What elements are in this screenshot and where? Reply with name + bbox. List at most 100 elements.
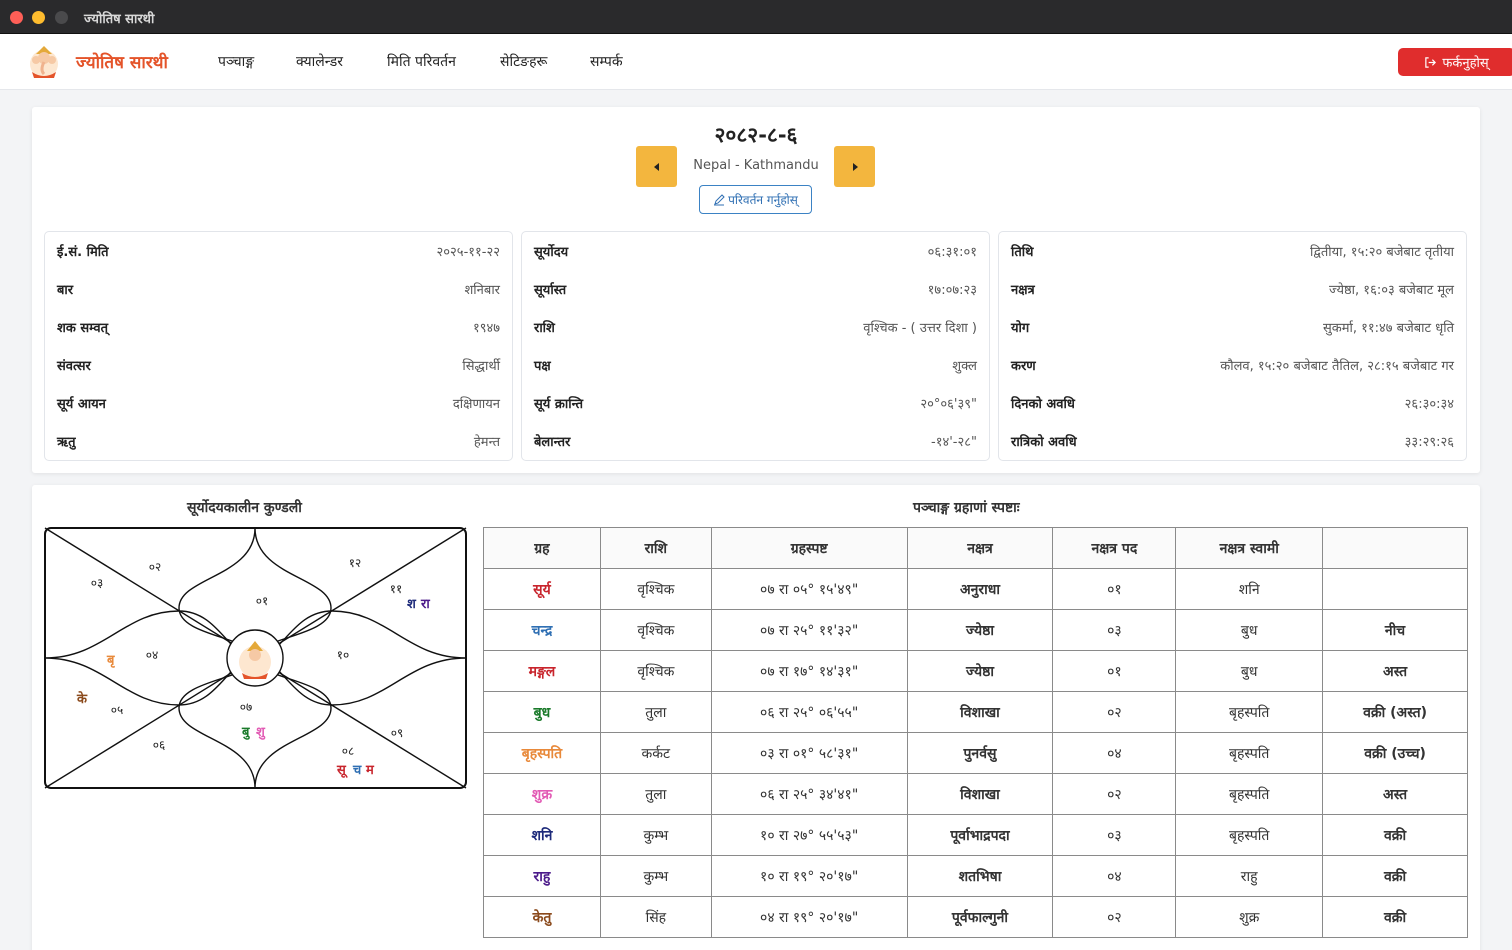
swami-cell: बुध [1175,609,1324,651]
nav-link-date-conversion[interactable]: मिति परिवर्तन [387,54,456,70]
table-row: राहु कुम्भ १० रा १९° २०'१७" शतभिषा ०४ राहु वक्… [483,855,1468,897]
info-row: योग सुकर्मा, ११:४७ बजेबाट धृति [1011,318,1454,338]
nakshatra-cell: ज्येष्ठा [906,609,1054,651]
planet-rahu: रा [420,597,430,612]
next-day-button[interactable] [834,146,875,187]
house-number: ०१ [256,594,268,608]
planet-venus: शु [256,725,266,740]
logout-icon [1425,56,1437,68]
ganesh-logo-icon[interactable] [24,42,64,82]
graha-name: चन्द्र [483,609,601,651]
info-row: पक्ष शुक्ल [534,356,977,376]
house-number: ११ [390,582,402,596]
house-number: ०७ [240,700,252,714]
ganesh-center-icon [239,641,271,679]
info-label: नक्षत्र [1011,283,1035,298]
spasht-cell: ०७ रा २५° ११'३२" [710,609,908,651]
info-label: ऋतु [57,435,76,450]
house-number: १२ [349,556,361,570]
column-header: ग्रह [483,527,601,569]
status-cell [1322,568,1468,610]
info-label: बेलान्तर [534,435,571,450]
navbar: ज्योतिष सारथी पञ्चाङ्ग क्यालेन्डर मिति प… [0,34,1512,90]
status-cell: वक्री (उच्च) [1322,732,1468,774]
table-row: शनि कुम्भ १० रा २७° ५५'५३" पूर्वाभाद्रपदा ०३… [483,814,1468,856]
column-header: राशि [599,527,712,569]
rashi-cell: तुला [599,691,712,733]
panchang-summary-card: २०८२-८-६ Nepal - Kathmandu परिवर्तन गर्न… [32,107,1480,473]
info-value: -१४'-२८" [931,435,977,450]
info-label: शक सम्वत् [57,321,109,336]
location-label: Nepal - Kathmandu [693,158,819,173]
info-label: राशि [534,321,555,336]
pad-cell: ०३ [1052,609,1177,651]
info-row: राशि वृश्चिक - ( उत्तर दिशा ) [534,318,977,338]
info-box-tithi: तिथि द्वितीया, १५:२० बजेबाट तृतीया नक्षत्… [998,231,1467,461]
pad-cell: ०२ [1052,691,1177,733]
info-row: शक सम्वत् १९४७ [57,318,500,338]
planet-mars: म [365,763,375,778]
nav-link-panchang[interactable]: पञ्चाङ्ग [218,54,255,70]
rashi-cell: वृश्चिक [599,650,712,692]
previous-day-button[interactable] [636,146,677,187]
nav-link-contact[interactable]: सम्पर्क [590,54,623,70]
swami-cell: शनि [1175,568,1324,610]
spasht-cell: ०७ रा १७° १४'३१" [710,650,908,692]
caret-left-icon [653,162,659,171]
graha-name: शुक्र [483,773,601,815]
nav-link-settings[interactable]: सेटिङहरू [500,54,548,70]
window-titlebar: ज्योतिष सारथी [0,0,1512,34]
status-cell: अस्त [1322,650,1468,692]
caret-right-icon [852,162,858,171]
change-location-button[interactable]: परिवर्तन गर्नुहोस् [699,185,812,214]
graha-name: बुध [483,691,601,733]
info-label: सूर्य आयन [57,397,106,412]
info-value: शनिबार [464,283,500,298]
table-row: सूर्य वृश्चिक ०७ रा ०५° १५'४९" अनुराधा ०१ शनि [483,568,1468,610]
brand-name[interactable]: ज्योतिष सारथी [76,53,168,73]
table-row: बृहस्पति कर्कट ०३ रा ०१° ५८'३१" पुनर्वसु ०४ ब… [483,732,1468,774]
rashi-cell: तुला [599,773,712,815]
planet-jupiter: बृ [106,653,115,668]
info-label: दिनको अवधि [1011,397,1075,412]
info-value: २०२५-११-२२ [436,245,500,260]
info-label: बार [57,283,74,298]
house-number: ०५ [111,703,123,717]
planet-mercury: बु [241,725,250,740]
info-label: करण [1011,359,1036,374]
graha-name: सूर्य [483,568,601,610]
pad-cell: ०४ [1052,855,1177,897]
status-cell: वक्री [1322,814,1468,856]
rashi-cell: वृश्चिक [599,568,712,610]
status-cell: वक्री [1322,855,1468,897]
back-button[interactable]: फर्कनुहोस् [1398,48,1512,76]
nav-link-calendar[interactable]: क्यालेन्डर [296,54,343,70]
rashi-cell: कुम्भ [599,814,712,856]
rashi-cell: सिंह [599,896,712,938]
status-cell: वक्री [1322,896,1468,938]
graha-table-title: पञ्चाङ्ग ग्रहाणां स्पष्टाः [913,500,1020,516]
nakshatra-cell: पूर्वाभाद्रपदा [906,814,1054,856]
column-header: ग्रहस्पष्ट [710,527,908,569]
close-window-button[interactable] [10,11,23,24]
maximize-window-button[interactable] [55,11,68,24]
info-row: सूर्य आयन दक्षिणायन [57,394,500,414]
column-header: नक्षत्र [906,527,1054,569]
swami-cell: बृहस्पति [1175,773,1324,815]
info-label: सूर्य क्रान्ति [534,397,583,412]
spasht-cell: ०६ रा २५° ३४'४१" [710,773,908,815]
nakshatra-cell: पूर्वफाल्गुनी [906,896,1054,938]
spasht-cell: १० रा १९° २०'१७" [710,855,908,897]
info-row: तिथि द्वितीया, १५:२० बजेबाट तृतीया [1011,242,1454,262]
house-number: ०४ [146,648,158,662]
pad-cell: ०३ [1052,814,1177,856]
minimize-window-button[interactable] [32,11,45,24]
info-row: करण कौलव, १५:२० बजेबाट तैतिल, २८:१५ बजेबा… [1011,356,1454,376]
house-number: ०६ [153,738,165,752]
kundali-chart: ०१ ०२ ०३ ०४ ०५ ०६ ०७ ०८ ०९ १० ११ १२ बृ क… [44,527,467,789]
info-value: २०°०६'३९" [920,397,977,412]
swami-cell: बृहस्पति [1175,732,1324,774]
info-value: ०६:३१:०१ [927,245,977,260]
info-value: वृश्चिक - ( उत्तर दिशा ) [863,321,977,336]
house-number: ०९ [391,726,403,740]
